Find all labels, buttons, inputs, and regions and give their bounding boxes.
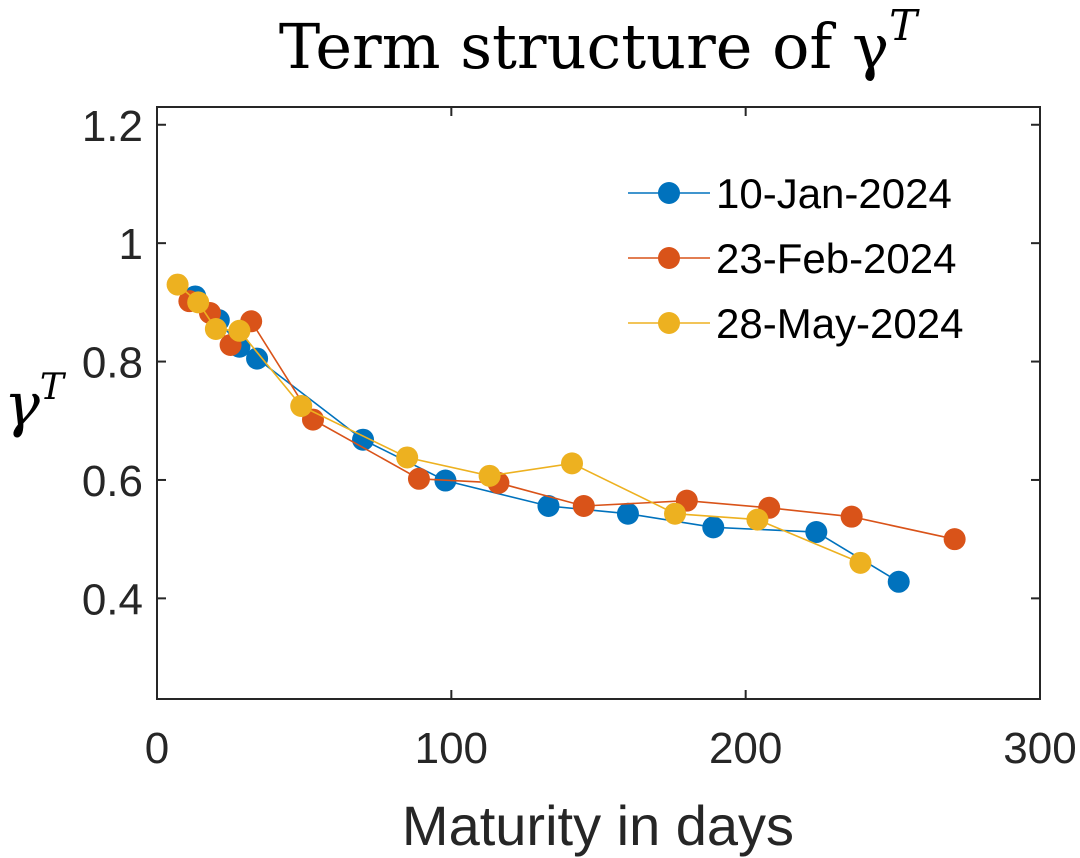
data-point (290, 394, 313, 417)
data-point (561, 452, 584, 475)
legend-marker (658, 182, 680, 204)
data-point (616, 502, 639, 525)
legend-marker (658, 247, 680, 269)
data-point (664, 502, 687, 525)
data-point (166, 273, 189, 296)
y-tick-label: 0.6 (82, 457, 143, 506)
series-layer (166, 273, 966, 593)
x-tick-label: 0 (145, 724, 169, 773)
data-point (478, 464, 501, 487)
legend-label: 28-May-2024 (716, 300, 963, 347)
y-tick-label: 1 (119, 220, 143, 269)
data-point (246, 347, 269, 370)
axes-box (156, 106, 1041, 700)
legend-item: 10-Jan-2024 (628, 170, 952, 217)
legend-marker (658, 312, 680, 334)
x-tick-label: 100 (415, 724, 488, 773)
legend-item: 23-Feb-2024 (628, 235, 957, 282)
y-tick-label: 0.8 (82, 339, 143, 388)
legend-label: 23-Feb-2024 (716, 235, 957, 282)
data-point (407, 467, 430, 490)
data-point (204, 318, 227, 340)
x-axis: 0 100 200 300 (145, 107, 1077, 773)
data-point (537, 495, 560, 518)
data-point (228, 319, 251, 342)
chart-title: Term structure of γT (279, 1, 920, 83)
legend-label: 10-Jan-2024 (716, 170, 952, 217)
x-tick-label: 300 (1003, 724, 1076, 773)
legend-item: 28-May-2024 (628, 300, 963, 347)
data-point (702, 516, 725, 539)
y-axis-label-main: γ (4, 370, 40, 440)
chart-title-main: Term structure of γ (279, 10, 889, 83)
y-axis-label-superscript: T (40, 367, 67, 408)
data-point (187, 291, 210, 314)
series-28-May-2024 (166, 273, 872, 574)
data-point (840, 505, 863, 528)
chart-title-superscript: T (889, 1, 920, 50)
x-tick-label: 200 (709, 724, 782, 773)
data-point (805, 521, 828, 544)
data-point (746, 508, 769, 531)
data-point (887, 570, 910, 593)
data-point (849, 551, 872, 574)
y-axis-label: γT (4, 367, 67, 440)
y-tick-label: 0.4 (82, 575, 143, 624)
data-point (396, 446, 419, 469)
data-point (572, 495, 595, 518)
data-point (943, 528, 966, 551)
x-axis-label: Maturity in days (402, 794, 794, 857)
legend: 10-Jan-2024 23-Feb-2024 28-May-2024 (628, 170, 963, 347)
y-axis: 0.4 0.6 0.8 1 1.2 (82, 102, 1040, 624)
y-tick-label: 1.2 (82, 102, 143, 151)
plot-area (156, 106, 1041, 700)
